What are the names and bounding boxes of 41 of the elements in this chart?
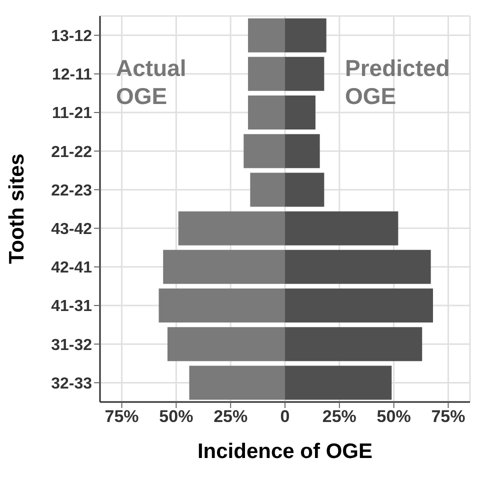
text: Actual OGE <box>116 54 188 110</box>
y-tick-label: 31-32 <box>51 336 92 354</box>
bar <box>244 134 285 168</box>
bar <box>285 172 324 207</box>
y-tick-label: 21-22 <box>51 144 92 161</box>
bar <box>178 211 285 246</box>
y-tick-label: 22-23 <box>51 182 92 200</box>
bar <box>285 366 392 400</box>
bar <box>250 172 285 207</box>
x-axis-title: Incidence of OGE <box>197 440 373 463</box>
x-tick-label: 50% <box>159 407 194 426</box>
bar <box>189 366 285 400</box>
y-tick-label: 42-41 <box>51 260 92 277</box>
bar <box>158 288 285 323</box>
x-tick-label: 25% <box>214 407 248 426</box>
x-tick-label: 75% <box>104 407 139 426</box>
bar <box>285 96 316 130</box>
bar <box>285 134 320 168</box>
x-tick-label: 50% <box>376 407 411 426</box>
y-tick-label: 11-21 <box>52 105 92 122</box>
y-axis-title: Tooth sites <box>5 154 28 264</box>
y-tick-label: 32-33 <box>51 375 92 392</box>
bar <box>248 18 285 52</box>
bar <box>285 288 433 323</box>
series-label: Predicted OGE <box>345 54 450 110</box>
bar <box>163 250 285 284</box>
bar <box>285 250 431 284</box>
bar <box>167 327 285 362</box>
bar <box>285 327 422 362</box>
y-tick-label: 43-42 <box>51 220 92 238</box>
x-tick-label: 0 <box>280 407 290 426</box>
y-tick-label: 13-12 <box>51 28 92 45</box>
y-tick-label: 12-11 <box>52 66 92 84</box>
bar <box>285 18 326 52</box>
x-tick-label: 25% <box>322 407 356 426</box>
bar <box>248 56 285 91</box>
x-tick-label: 75% <box>431 407 466 426</box>
bar <box>248 96 285 130</box>
bar <box>285 56 324 91</box>
bar <box>285 211 398 246</box>
y-tick-label: 41-31 <box>51 298 92 316</box>
